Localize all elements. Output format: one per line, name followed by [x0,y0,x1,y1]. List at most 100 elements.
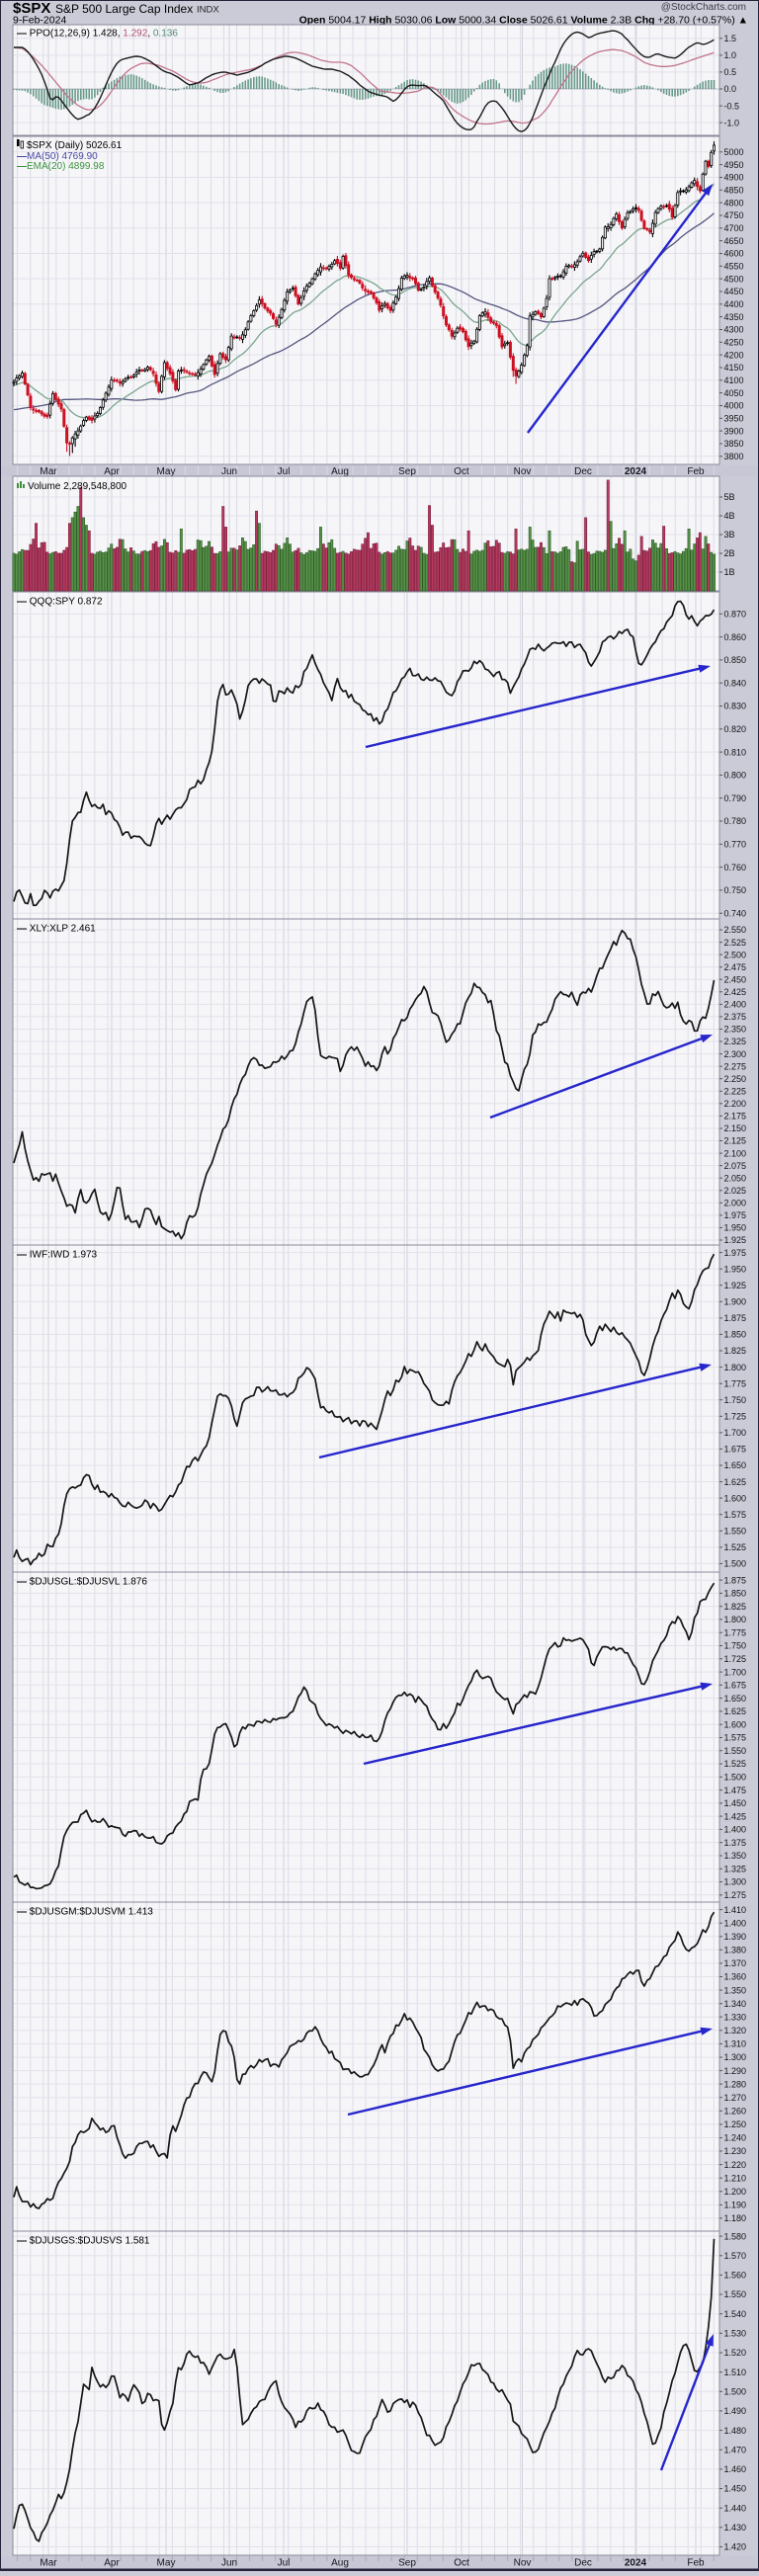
svg-text:1.500: 1.500 [724,1559,747,1569]
svg-text:2.100: 2.100 [724,1148,747,1158]
svg-text:1.470: 1.470 [724,2445,747,2454]
svg-text:1.210: 1.210 [724,2173,747,2183]
svg-text:1.560: 1.560 [724,2271,747,2281]
svg-text:1.310: 1.310 [724,2039,747,2049]
svg-text:1.530: 1.530 [724,2329,747,2339]
svg-text:1.350: 1.350 [724,1851,747,1861]
svg-text:1.270: 1.270 [724,2093,747,2103]
svg-text:1.700: 1.700 [724,1667,747,1677]
svg-text:1.575: 1.575 [724,1733,747,1743]
svg-text:Apr: Apr [104,466,120,477]
svg-text:Oct: Oct [454,466,469,477]
svg-text:1.280: 1.280 [724,2079,747,2089]
svg-text:0.850: 0.850 [724,655,747,665]
svg-text:1.425: 1.425 [724,1811,747,1821]
svg-text:1.800: 1.800 [724,1615,747,1624]
svg-text:4050: 4050 [724,388,744,398]
svg-text:May: May [157,2558,176,2569]
svg-text:—MA(50) 4769.90: —MA(50) 4769.90 [17,151,98,162]
svg-text:1.240: 1.240 [724,2133,747,2143]
svg-text:1.875: 1.875 [724,1575,747,1585]
svg-text:Volume 2,289,548,800: Volume 2,289,548,800 [28,481,127,492]
svg-text:3850: 3850 [724,439,744,449]
svg-text:1.220: 1.220 [724,2160,747,2170]
svg-text:2.300: 2.300 [724,1049,747,1059]
svg-text:— $DJUSGM:$DJUSVM 1.413: — $DJUSGM:$DJUSVM 1.413 [17,1907,153,1918]
svg-text:2024: 2024 [625,466,647,477]
svg-text:4200: 4200 [724,350,744,360]
svg-text:2.375: 2.375 [724,1012,747,1022]
svg-text:1.580: 1.580 [724,2231,747,2241]
svg-text:1.600: 1.600 [724,1493,747,1503]
svg-text:0.830: 0.830 [724,702,747,711]
svg-text:0.750: 0.750 [724,885,747,895]
svg-text:1.490: 1.490 [724,2406,747,2416]
svg-text:1.725: 1.725 [724,1412,747,1422]
svg-text:1.775: 1.775 [724,1378,747,1388]
svg-text:1.650: 1.650 [724,1460,747,1470]
svg-text:$SPX (Daily) 5026.61: $SPX (Daily) 5026.61 [27,140,123,151]
svg-text:4300: 4300 [724,325,744,335]
svg-text:— IWF:IWD 1.973: — IWF:IWD 1.973 [17,1250,98,1261]
svg-text:4350: 4350 [724,312,744,322]
svg-text:2.075: 2.075 [724,1161,747,1171]
svg-text:1.750: 1.750 [724,1641,747,1651]
svg-text:Feb: Feb [687,2558,705,2569]
svg-text:1.500: 1.500 [724,2387,747,2397]
svg-text:Jun: Jun [221,466,237,477]
svg-text:4950: 4950 [724,160,744,170]
svg-text:4100: 4100 [724,375,744,385]
svg-text:1B: 1B [724,567,735,577]
svg-text:1.975: 1.975 [724,1210,747,1220]
svg-text:2.325: 2.325 [724,1037,747,1046]
svg-text:1.450: 1.450 [724,1798,747,1808]
svg-text:Aug: Aug [331,2558,349,2569]
svg-text:2B: 2B [724,548,735,558]
svg-text:1.510: 1.510 [724,2368,747,2377]
svg-text:Nov: Nov [514,466,532,477]
svg-text:4600: 4600 [724,249,744,259]
svg-text:9-Feb-2024: 9-Feb-2024 [13,15,66,27]
svg-text:1.850: 1.850 [724,1589,747,1599]
svg-text:1.200: 1.200 [724,2187,747,2197]
svg-text:2.350: 2.350 [724,1025,747,1035]
svg-text:1.275: 1.275 [724,1890,747,1900]
svg-text:1.400: 1.400 [724,1825,747,1835]
svg-text:2.250: 2.250 [724,1074,747,1084]
svg-text:1.900: 1.900 [724,1297,747,1307]
svg-text:2.125: 2.125 [724,1136,747,1146]
svg-text:@StockCharts.com: @StockCharts.com [661,2,746,13]
svg-text:1.540: 1.540 [724,2309,747,2319]
svg-text:2.000: 2.000 [724,1199,747,1208]
svg-text:2.550: 2.550 [724,925,747,935]
svg-text:2.225: 2.225 [724,1087,747,1097]
svg-text:0.760: 0.760 [724,863,747,873]
svg-text:1.525: 1.525 [724,1759,747,1769]
svg-text:1.975: 1.975 [724,1248,747,1258]
svg-text:1.350: 1.350 [724,1985,747,1995]
svg-text:1.525: 1.525 [724,1542,747,1552]
svg-text:2.425: 2.425 [724,987,747,997]
svg-text:Mar: Mar [40,466,57,477]
svg-text:2.150: 2.150 [724,1123,747,1133]
svg-text:Open 5004.17 High 5030.06 Low: Open 5004.17 High 5030.06 Low 5000.34 Cl… [299,15,748,27]
svg-text:1.875: 1.875 [724,1313,747,1323]
svg-text:4250: 4250 [724,338,744,348]
svg-text:0.800: 0.800 [724,771,747,781]
svg-text:3800: 3800 [724,452,744,461]
svg-text:1.800: 1.800 [724,1363,747,1372]
svg-text:1.440: 1.440 [724,2503,747,2513]
svg-text:0.5: 0.5 [724,67,737,77]
svg-text:Sep: Sep [398,466,416,477]
svg-text:-0.5: -0.5 [724,101,740,111]
svg-text:2.025: 2.025 [724,1186,747,1196]
svg-text:1.825: 1.825 [724,1346,747,1356]
svg-text:3B: 3B [724,530,735,540]
svg-text:5000: 5000 [724,147,744,157]
svg-text:1.625: 1.625 [724,1477,747,1487]
svg-text:1.475: 1.475 [724,1786,747,1795]
svg-text:4400: 4400 [724,299,744,309]
svg-text:0.0: 0.0 [724,84,737,94]
svg-text:1.300: 1.300 [724,2052,747,2062]
svg-text:1.260: 1.260 [724,2107,747,2117]
